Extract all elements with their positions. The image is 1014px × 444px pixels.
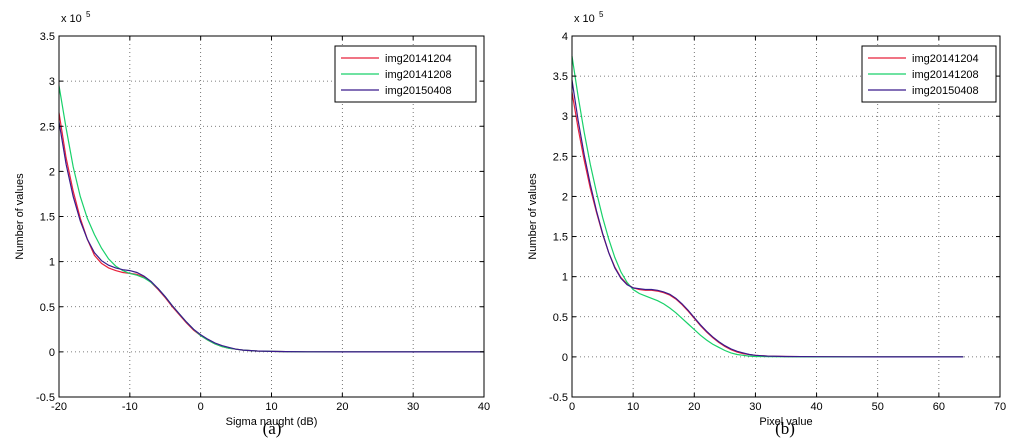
- x-tick-label: 40: [810, 401, 822, 413]
- y-tick-label: 4: [562, 31, 568, 43]
- y-exponent-power: 5: [86, 10, 91, 19]
- x-tick-label: -10: [122, 401, 138, 413]
- y-tick-label: 3.5: [40, 31, 55, 43]
- x-tick-label: 30: [407, 401, 419, 413]
- y-tick-label: 3: [49, 76, 55, 88]
- legend-label: img20141204: [385, 53, 452, 65]
- x-tick-label: 0: [569, 401, 575, 413]
- x-tick-label: 30: [749, 401, 761, 413]
- legend-label: img20141208: [912, 69, 979, 81]
- y-exponent-power: 5: [599, 10, 604, 19]
- legend-label: img20150408: [912, 85, 979, 97]
- x-tick-label: 40: [478, 401, 490, 413]
- chart-panel-b: 0 10 20 30 40 50 60 70-0.500.511.522.533.54x 10…: [527, 10, 1006, 438]
- legend-label: img20141208: [385, 69, 452, 81]
- chart-panel-a: -20 -10 0 10 20 30 40 -0.5 0 0.5 1 1.5 2 2.5 3 3.5 x 10 5…: [14, 10, 490, 438]
- y-tick-label: 0: [562, 352, 568, 364]
- y-tick-label: 2: [562, 191, 568, 203]
- y-axis-label: Number of values: [14, 173, 26, 260]
- x-tick-label: 50: [872, 401, 884, 413]
- x-tick-label: 60: [933, 401, 945, 413]
- x-tick-label: 10: [265, 401, 277, 413]
- y-tick-label: 0.5: [40, 302, 55, 314]
- x-axis-label: Pixel value: [759, 416, 812, 428]
- y-axis-label: Number of values: [527, 173, 539, 260]
- y-tick-label: 3.5: [553, 71, 568, 83]
- panel-label: (a): [263, 419, 282, 438]
- panel-label: (b): [775, 419, 795, 438]
- y-tick-label: 1: [49, 257, 55, 269]
- y-tick-label: 1.5: [553, 232, 568, 244]
- y-tick-label: 3: [562, 111, 568, 123]
- legend-label: img20141204: [912, 53, 979, 65]
- x-tick-label: 20: [336, 401, 348, 413]
- x-tick-label: 20: [688, 401, 700, 413]
- y-exponent-label: x 10: [61, 13, 82, 25]
- y-tick-label: 1.5: [40, 212, 55, 224]
- y-tick-label: 2: [49, 166, 55, 178]
- axes-frame: [571, 35, 1001, 398]
- legend-label: img20150408: [385, 85, 452, 97]
- x-tick-label: 10: [627, 401, 639, 413]
- y-tick-label: 0.5: [553, 312, 568, 324]
- x-tick-label: 0: [198, 401, 204, 413]
- y-tick-label: 2.5: [40, 121, 55, 133]
- x-tick-label: -20: [51, 401, 67, 413]
- series-line-img20150408: [571, 80, 964, 358]
- y-exponent-label: x 10: [574, 13, 595, 25]
- x-tick-label: 70: [994, 401, 1006, 413]
- y-tick-label: -0.5: [549, 392, 568, 404]
- y-tick-label: 1: [562, 272, 568, 284]
- y-tick-label: 0: [49, 347, 55, 359]
- series-line-img20150408: [58, 121, 484, 353]
- x-axis-label: Sigma naught (dB): [226, 416, 318, 428]
- y-tick-label: 2.5: [553, 151, 568, 163]
- y-tick-label: -0.5: [36, 392, 55, 404]
